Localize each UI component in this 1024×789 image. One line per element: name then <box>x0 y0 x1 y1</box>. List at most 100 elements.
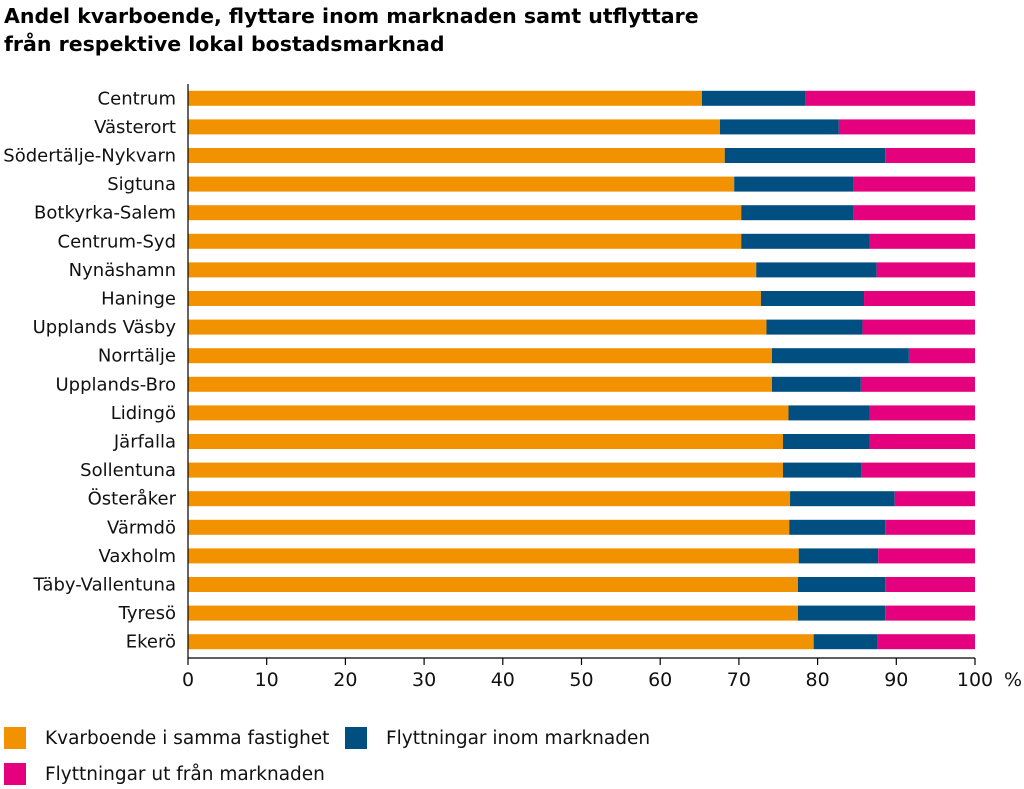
bar-segment-ut <box>861 462 975 478</box>
x-tick-label: 50 <box>569 669 593 691</box>
x-tick-label: 0 <box>182 669 194 691</box>
category-label: Västerort <box>94 117 176 138</box>
bar-segment-ut <box>877 634 975 650</box>
bar-segment-ut <box>885 605 975 621</box>
category-label: Täby-Vallentuna <box>33 575 176 596</box>
bar-segment-inom <box>741 233 870 249</box>
x-tick-label: 60 <box>648 669 672 691</box>
category-label: Upplands Väsby <box>33 317 177 338</box>
category-label: Sigtuna <box>107 174 176 195</box>
bar-segment-kvarboende <box>188 205 742 221</box>
bar-segment-kvarboende <box>188 119 721 135</box>
bar-segment-kvarboende <box>188 148 725 163</box>
category-label: Södertälje-Nykvarn <box>3 146 176 167</box>
bar-segment-ut <box>885 577 975 592</box>
bar-segment-kvarboende <box>188 405 789 421</box>
bar-segment-inom <box>766 319 863 335</box>
x-tick-label: 10 <box>255 669 279 691</box>
bar-segment-kvarboende <box>188 462 783 478</box>
bar-segment-inom <box>789 519 886 535</box>
category-label: Tyresö <box>118 603 176 624</box>
bar-segment-kvarboende <box>188 348 772 364</box>
category-label: Vaxholm <box>98 546 176 567</box>
x-tick-label: 70 <box>727 669 751 691</box>
legend-swatch-blue <box>345 727 367 749</box>
bar-segment-inom <box>760 291 865 306</box>
bar-segment-inom <box>782 462 862 478</box>
bar-segment-ut <box>862 319 975 335</box>
category-label: Lidingö <box>111 403 176 424</box>
bar-segment-inom <box>734 176 854 192</box>
bar-segment-ut <box>869 405 975 421</box>
bar-segment-kvarboende <box>188 319 767 335</box>
bar-segment-ut <box>885 519 975 535</box>
bar-segment-kvarboende <box>188 291 761 306</box>
bar-segment-inom <box>813 634 878 650</box>
bar-segment-inom <box>771 348 909 364</box>
bar-segment-kvarboende <box>188 519 790 535</box>
bar-segment-kvarboende <box>188 548 799 564</box>
bar-segment-kvarboende <box>188 605 798 621</box>
category-label: Centrum <box>98 88 176 109</box>
bar-segment-kvarboende <box>188 176 735 192</box>
category-label: Botkyrka-Salem <box>34 203 176 224</box>
bar-segment-kvarboende <box>188 434 783 449</box>
bar-segment-kvarboende <box>188 262 757 278</box>
bar-segment-kvarboende <box>188 491 791 507</box>
chart-title-line2: från respektive lokal bostadsmarknad <box>4 32 445 56</box>
x-axis-unit: % <box>1004 669 1022 691</box>
legend-label-inom: Flyttningar inom marknaden <box>386 728 651 749</box>
bar-segment-kvarboende <box>188 577 798 592</box>
chart-title: Andel kvarboende, flyttare inom marknade… <box>4 2 699 58</box>
bar-segment-ut <box>838 119 975 135</box>
bar-segment-inom <box>701 90 806 106</box>
category-label: Haninge <box>101 289 176 310</box>
bar-segment-inom <box>798 548 879 564</box>
bar-segment-ut <box>894 491 975 507</box>
bar-segment-inom <box>741 205 854 221</box>
x-tick-label: 40 <box>491 669 515 691</box>
category-label: Norrtälje <box>98 346 176 367</box>
bar-segment-ut <box>908 348 975 364</box>
legend-swatch-pink <box>4 763 26 785</box>
bar-segment-ut <box>853 176 975 192</box>
category-label: Värmdö <box>107 517 176 538</box>
bar-segment-ut <box>878 548 975 564</box>
category-label: Sollentuna <box>80 460 176 481</box>
category-label: Järfalla <box>113 432 176 453</box>
bar-segment-ut <box>876 262 975 278</box>
bar-segment-inom <box>797 605 886 621</box>
category-label: Centrum-Syd <box>58 231 176 252</box>
bar-segment-ut <box>853 205 975 221</box>
x-tick-label: 90 <box>884 669 908 691</box>
bar-segment-inom <box>756 262 877 278</box>
bar-segment-inom <box>790 491 895 507</box>
category-label: Ekerö <box>126 632 176 653</box>
bar-segment-kvarboende <box>188 376 772 392</box>
x-tick-label: 80 <box>806 669 830 691</box>
legend-label-ut: Flyttningar ut från marknaden <box>45 764 325 785</box>
bar-segment-kvarboende <box>188 90 702 106</box>
category-label: Österåker <box>88 488 177 510</box>
bar-segment-kvarboende <box>188 233 742 249</box>
bar-segment-ut <box>869 233 975 249</box>
bar-segment-inom <box>788 405 870 421</box>
legend-label-kvarboende: Kvarboende i samma fastighet <box>45 728 330 749</box>
bar-segment-ut <box>805 90 975 106</box>
x-tick-label: 30 <box>412 669 436 691</box>
bar-segment-inom <box>771 376 861 392</box>
bar-segment-ut <box>864 291 975 306</box>
bar-segment-kvarboende <box>188 634 814 650</box>
x-tick-label: 100 <box>957 669 993 691</box>
bar-segment-inom <box>720 119 839 135</box>
category-label: Nynäshamn <box>69 260 176 281</box>
category-label: Upplands-Bro <box>56 374 177 395</box>
bar-segment-inom <box>797 577 886 592</box>
legend-swatch-orange <box>4 727 26 749</box>
bar-segment-ut <box>860 376 975 392</box>
bar-segment-inom <box>782 434 870 449</box>
x-tick-label: 20 <box>333 669 357 691</box>
bar-segment-inom <box>724 148 886 163</box>
bar-segment-ut <box>869 434 975 449</box>
